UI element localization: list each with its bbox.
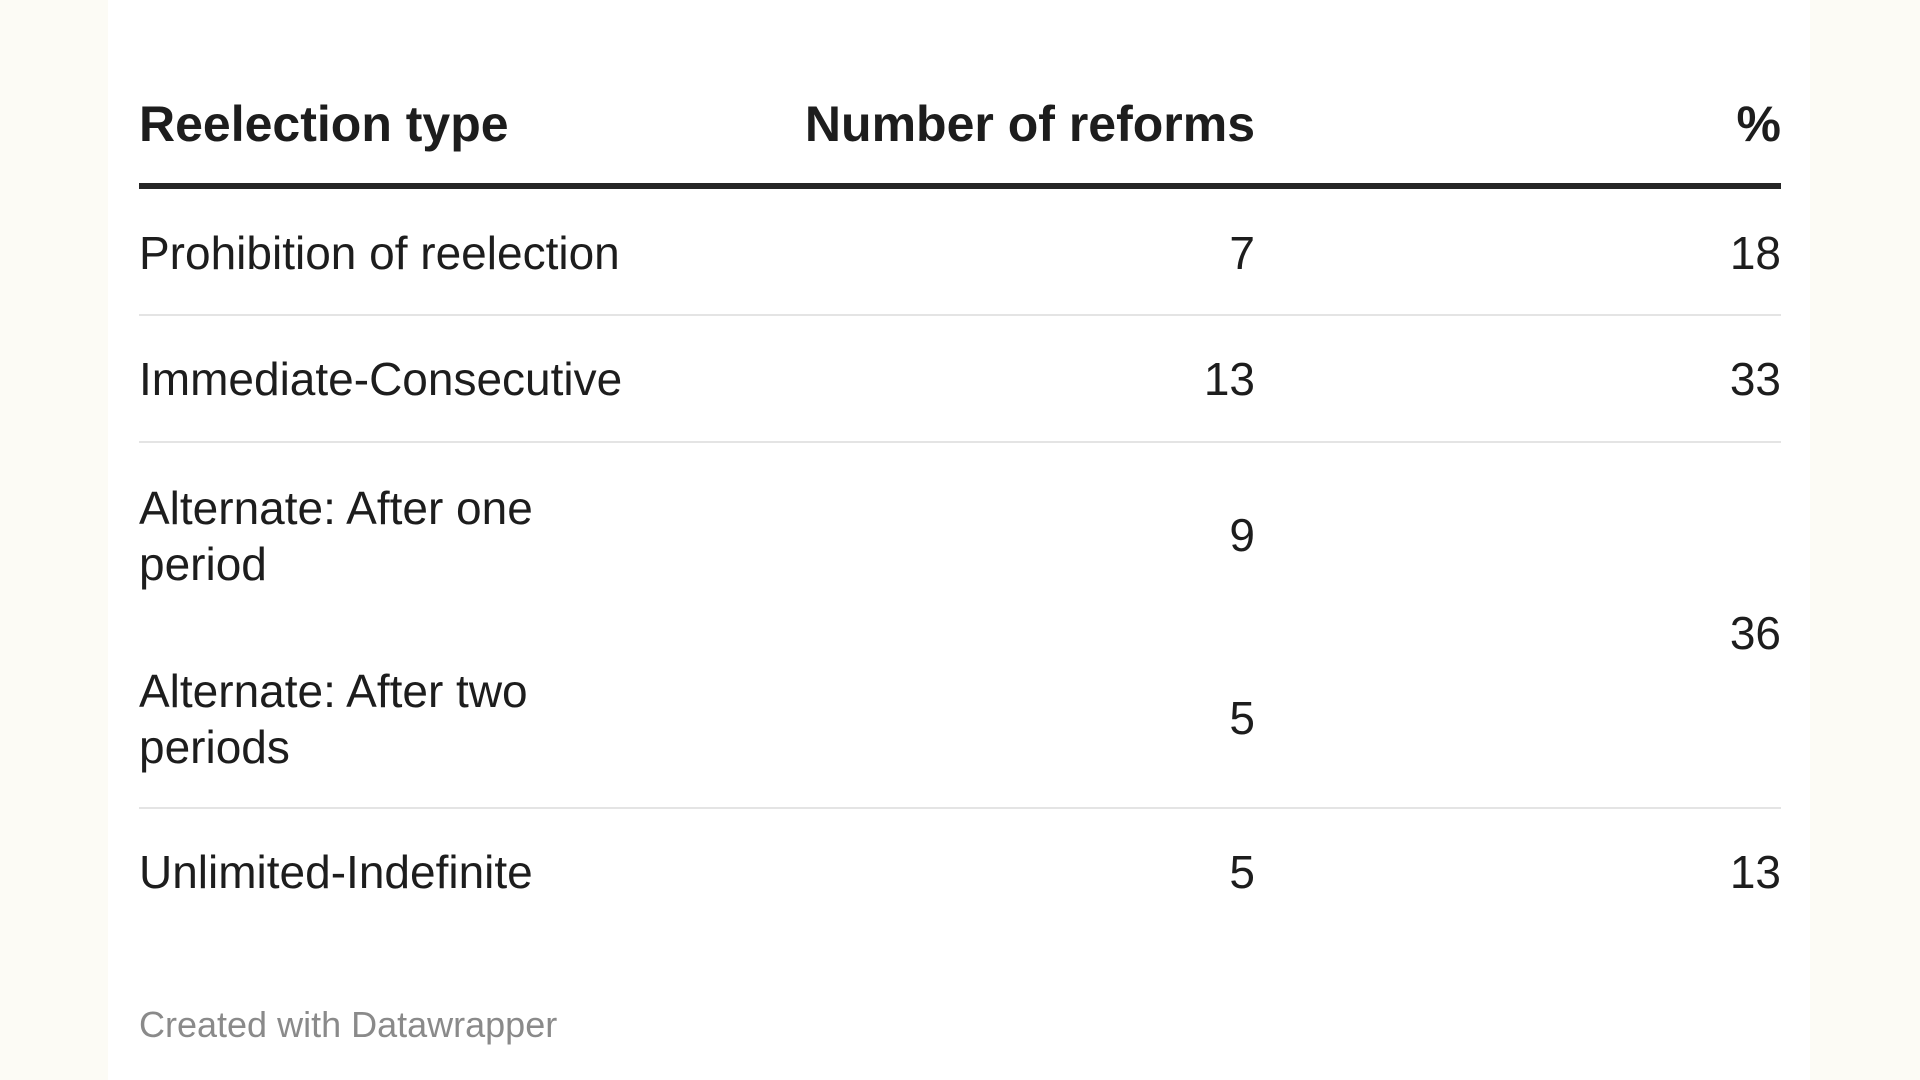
row-pct-alternate-merged: 36: [1729, 607, 1781, 659]
row-label-prohibition: Prohibition of reelection: [139, 227, 620, 279]
row-pct-immediate: 33: [1729, 353, 1781, 405]
row-label-alternate-one: Alternate: After one period: [139, 482, 533, 590]
row-label-immediate: Immediate-Consecutive: [139, 353, 623, 405]
header-percent: %: [1736, 96, 1781, 152]
reelection-table: Reelection type Number of reforms % Proh…: [139, 0, 1781, 1080]
header-number-of-reforms: Number of reforms: [804, 96, 1255, 152]
row-pct-unlimited: 13: [1729, 846, 1781, 898]
row-pct-prohibition: 18: [1729, 227, 1781, 279]
header-divider: [139, 183, 1781, 189]
chart-card: [108, 0, 1810, 1080]
row-value-alternate-two: 5: [1229, 692, 1255, 744]
row-divider: [139, 314, 1781, 316]
row-value-unlimited: 5: [1229, 846, 1255, 898]
datawrapper-credit[interactable]: Created with Datawrapper: [139, 1004, 558, 1045]
row-label-alternate-two: Alternate: After two periods: [139, 665, 528, 773]
row-divider: [139, 441, 1781, 443]
row-value-alternate-one: 9: [1229, 509, 1255, 561]
row-label-unlimited: Unlimited-Indefinite: [139, 846, 533, 898]
row-value-prohibition: 7: [1229, 227, 1255, 279]
header-reelection-type: Reelection type: [139, 96, 509, 152]
row-value-immediate: 13: [1203, 353, 1255, 405]
row-divider: [139, 807, 1781, 809]
